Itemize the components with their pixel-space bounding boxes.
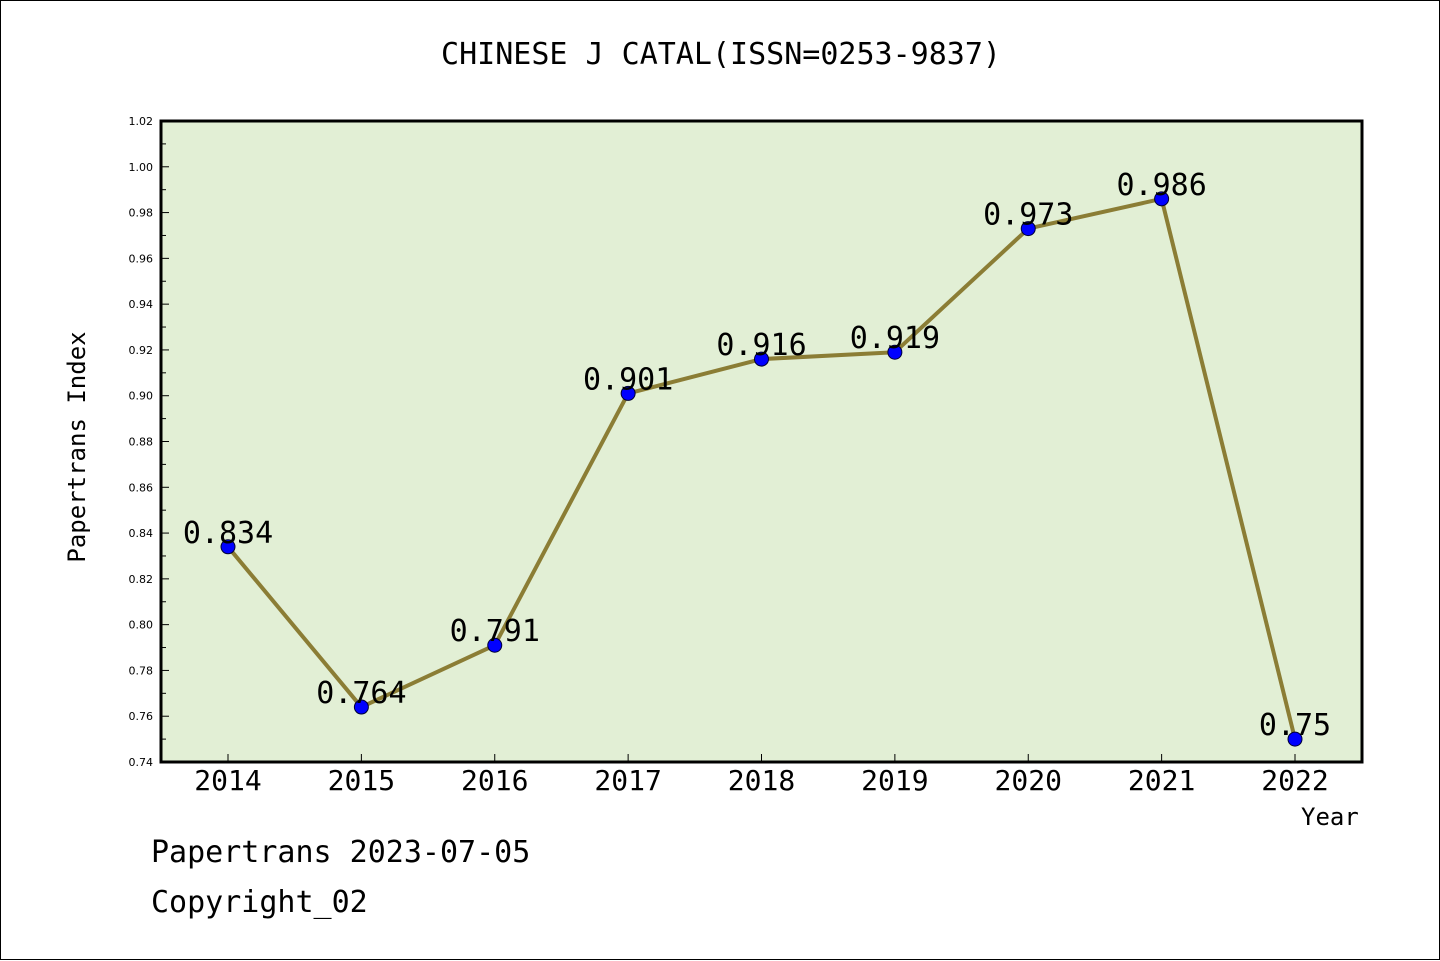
data-point (887, 344, 903, 360)
data-label: 0.834 (183, 516, 273, 551)
data-point (1287, 731, 1303, 747)
y-tick-label: 1.02 (129, 115, 154, 128)
y-tick-label: 0.84 (129, 527, 154, 540)
data-label: 0.75 (1259, 708, 1331, 743)
y-tick-label: 1.00 (129, 161, 154, 174)
y-tick-label: 0.80 (129, 619, 154, 632)
data-point (353, 699, 369, 715)
data-point (620, 385, 636, 401)
x-tick-label: 2015 (328, 764, 395, 797)
y-tick-label: 0.98 (129, 207, 154, 220)
y-tick-label: 0.96 (129, 252, 154, 265)
x-tick-label: 2021 (1128, 764, 1195, 797)
x-tick-label: 2020 (995, 764, 1062, 797)
x-tick-label: 2017 (594, 764, 661, 797)
x-axis-label: Year (1301, 803, 1359, 831)
data-label: 0.791 (450, 614, 540, 649)
y-tick-label: 0.94 (129, 298, 154, 311)
x-tick-label: 2016 (461, 764, 528, 797)
x-tick-label: 2018 (728, 764, 795, 797)
y-tick-label: 0.88 (129, 436, 154, 449)
data-label: 0.764 (316, 676, 406, 711)
y-tick-label: 0.86 (129, 481, 154, 494)
data-point (754, 351, 769, 367)
data-point (487, 637, 503, 653)
data-label: 0.986 (1116, 168, 1206, 203)
y-tick-label: 0.82 (129, 573, 154, 586)
data-point (1020, 221, 1036, 237)
data-point (220, 539, 236, 555)
y-tick-label: 0.92 (129, 344, 154, 357)
data-label: 0.919 (850, 321, 940, 356)
plot-area (161, 121, 1362, 762)
data-point (1154, 191, 1170, 207)
x-tick-label: 2019 (861, 764, 928, 797)
plot-border (159, 119, 1364, 764)
footer-copyright: Copyright_02 (151, 885, 368, 920)
chart-title: CHINESE J CATAL(ISSN=0253-9837) (441, 37, 1001, 72)
data-label: 0.916 (716, 328, 806, 363)
data-label: 0.901 (583, 362, 673, 397)
y-tick-label: 0.78 (129, 664, 154, 677)
x-tick-label: 2014 (194, 764, 261, 797)
y-tick-label: 0.74 (129, 756, 154, 769)
footer-date: Papertrans 2023-07-05 (151, 835, 531, 870)
x-tick-label: 2022 (1261, 764, 1328, 797)
y-tick-label: 0.90 (129, 390, 154, 403)
data-label: 0.973 (983, 198, 1073, 233)
y-tick-label: 0.76 (129, 710, 154, 723)
